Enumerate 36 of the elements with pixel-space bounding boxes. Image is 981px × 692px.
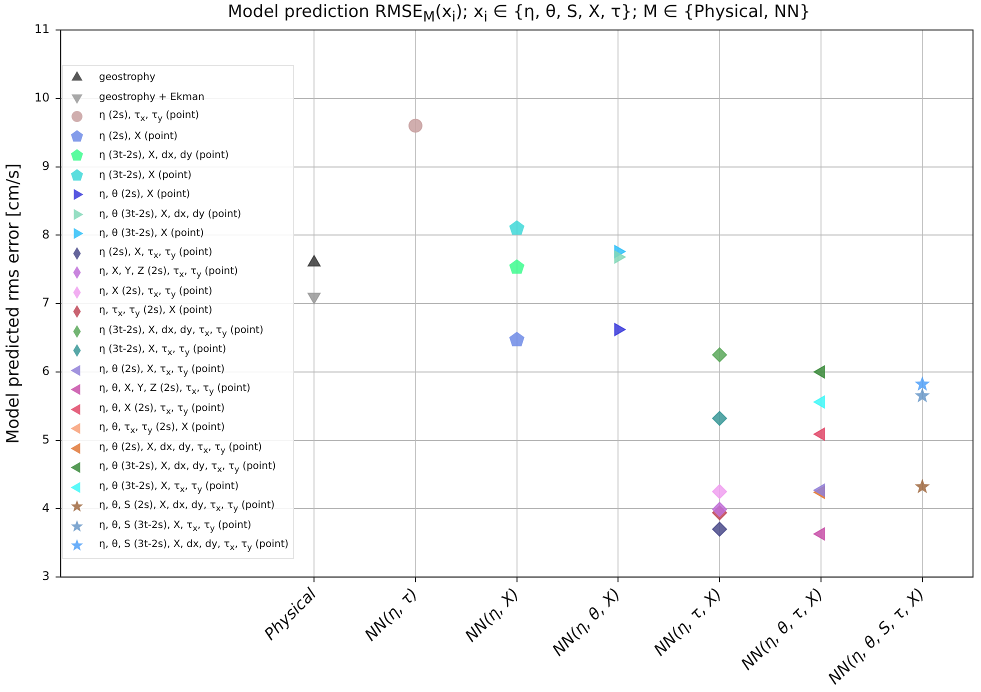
legend-label: η, θ (3t-2s), X (point)	[99, 228, 204, 240]
legend-label: η (2s), X, τ$_{x}$, τ$_{y}$ (point)	[99, 246, 212, 260]
y-axis-title: Model predicted rms error [cm/s]	[4, 163, 24, 444]
legend-label: geostrophy	[99, 72, 156, 84]
legend-label: η, θ (3t-2s), X, dx, dy (point)	[99, 208, 242, 220]
legend-label: η (3t-2s), X (point)	[99, 170, 192, 181]
legend-label: η, θ, S (2s), X, dx, dy, τ$_{x}$, τ$_{y}$ (point)	[99, 500, 275, 514]
legend-label: η, θ, X, Y, Z (2s), τ$_{x}$, τ$_{y}$ (point)	[99, 383, 250, 396]
legend-label: η (3t-2s), X, dx, dy, τ$_{x}$, τ$_{y}$ (point)	[99, 324, 264, 338]
legend-label: η, X (2s), τ$_{x}$, τ$_{y}$ (point)	[99, 286, 212, 299]
legend-label: η (2s), τ$_{x}$, τ$_{y}$ (point)	[99, 110, 200, 124]
y-tick-label: 3	[42, 569, 50, 584]
legend-label: η, θ (2s), X, dx, dy, τ$_{x}$, τ$_{y}$ (point)	[99, 442, 262, 455]
y-tick-label: 7	[42, 296, 50, 310]
legend-label: geostrophy + Ekman	[99, 92, 204, 103]
legend-label: η, X, Y, Z (2s), τ$_{x}$, τ$_{y}$ (point)	[99, 266, 238, 280]
y-tick-label: 4	[42, 500, 50, 515]
legend-label: η, θ (3t-2s), X, dx, dy, τ$_{x}$, τ$_{y}$ (point)	[99, 461, 276, 474]
legend-label: η (3t-2s), X, dx, dy (point)	[99, 150, 229, 162]
y-tick-label: 8	[42, 227, 50, 242]
y-tick-label: 5	[42, 432, 50, 446]
legend-label: η, θ, X (2s), τ$_{x}$, τ$_{y}$ (point)	[99, 402, 225, 416]
legend-label: η (3t-2s), X, τ$_{x}$, τ$_{y}$ (point)	[99, 344, 226, 358]
legend-label: η, θ (3t-2s), X, τ$_{x}$, τ$_{y}$ (point)	[99, 480, 239, 494]
y-tick-label: 9	[42, 158, 50, 173]
y-tick-label: 10	[34, 90, 50, 105]
legend-label: η, τ$_{x}$, τ$_{y}$ (2s), X (point)	[99, 305, 212, 318]
legend-label: η, θ (2s), X, τ$_{x}$, τ$_{y}$ (point)	[99, 364, 225, 377]
chart-title: Model prediction RMSE$_{M}$(x$_{i}$); x$_{i}$ ∈ {η, θ, S, X, τ}; M ∈ {Physical, NN}	[226, 2, 812, 26]
y-tick-label: 11	[34, 22, 50, 36]
legend-label: η, θ, τ$_{x}$, τ$_{y}$ (2s), X (point)	[99, 422, 225, 436]
legend-label: η (2s), X (point)	[99, 130, 178, 142]
legend-label: η, θ, S (3t-2s), X, dx, dy, τ$_{x}$, τ$_{y}$ (point)	[99, 539, 289, 552]
y-tick-label: 6	[42, 364, 50, 378]
legend-label: η, θ, S (3t-2s), X, τ$_{x}$, τ$_{y}$ (point)	[99, 520, 252, 533]
legend-label: η, θ (2s), X (point)	[99, 189, 190, 200]
